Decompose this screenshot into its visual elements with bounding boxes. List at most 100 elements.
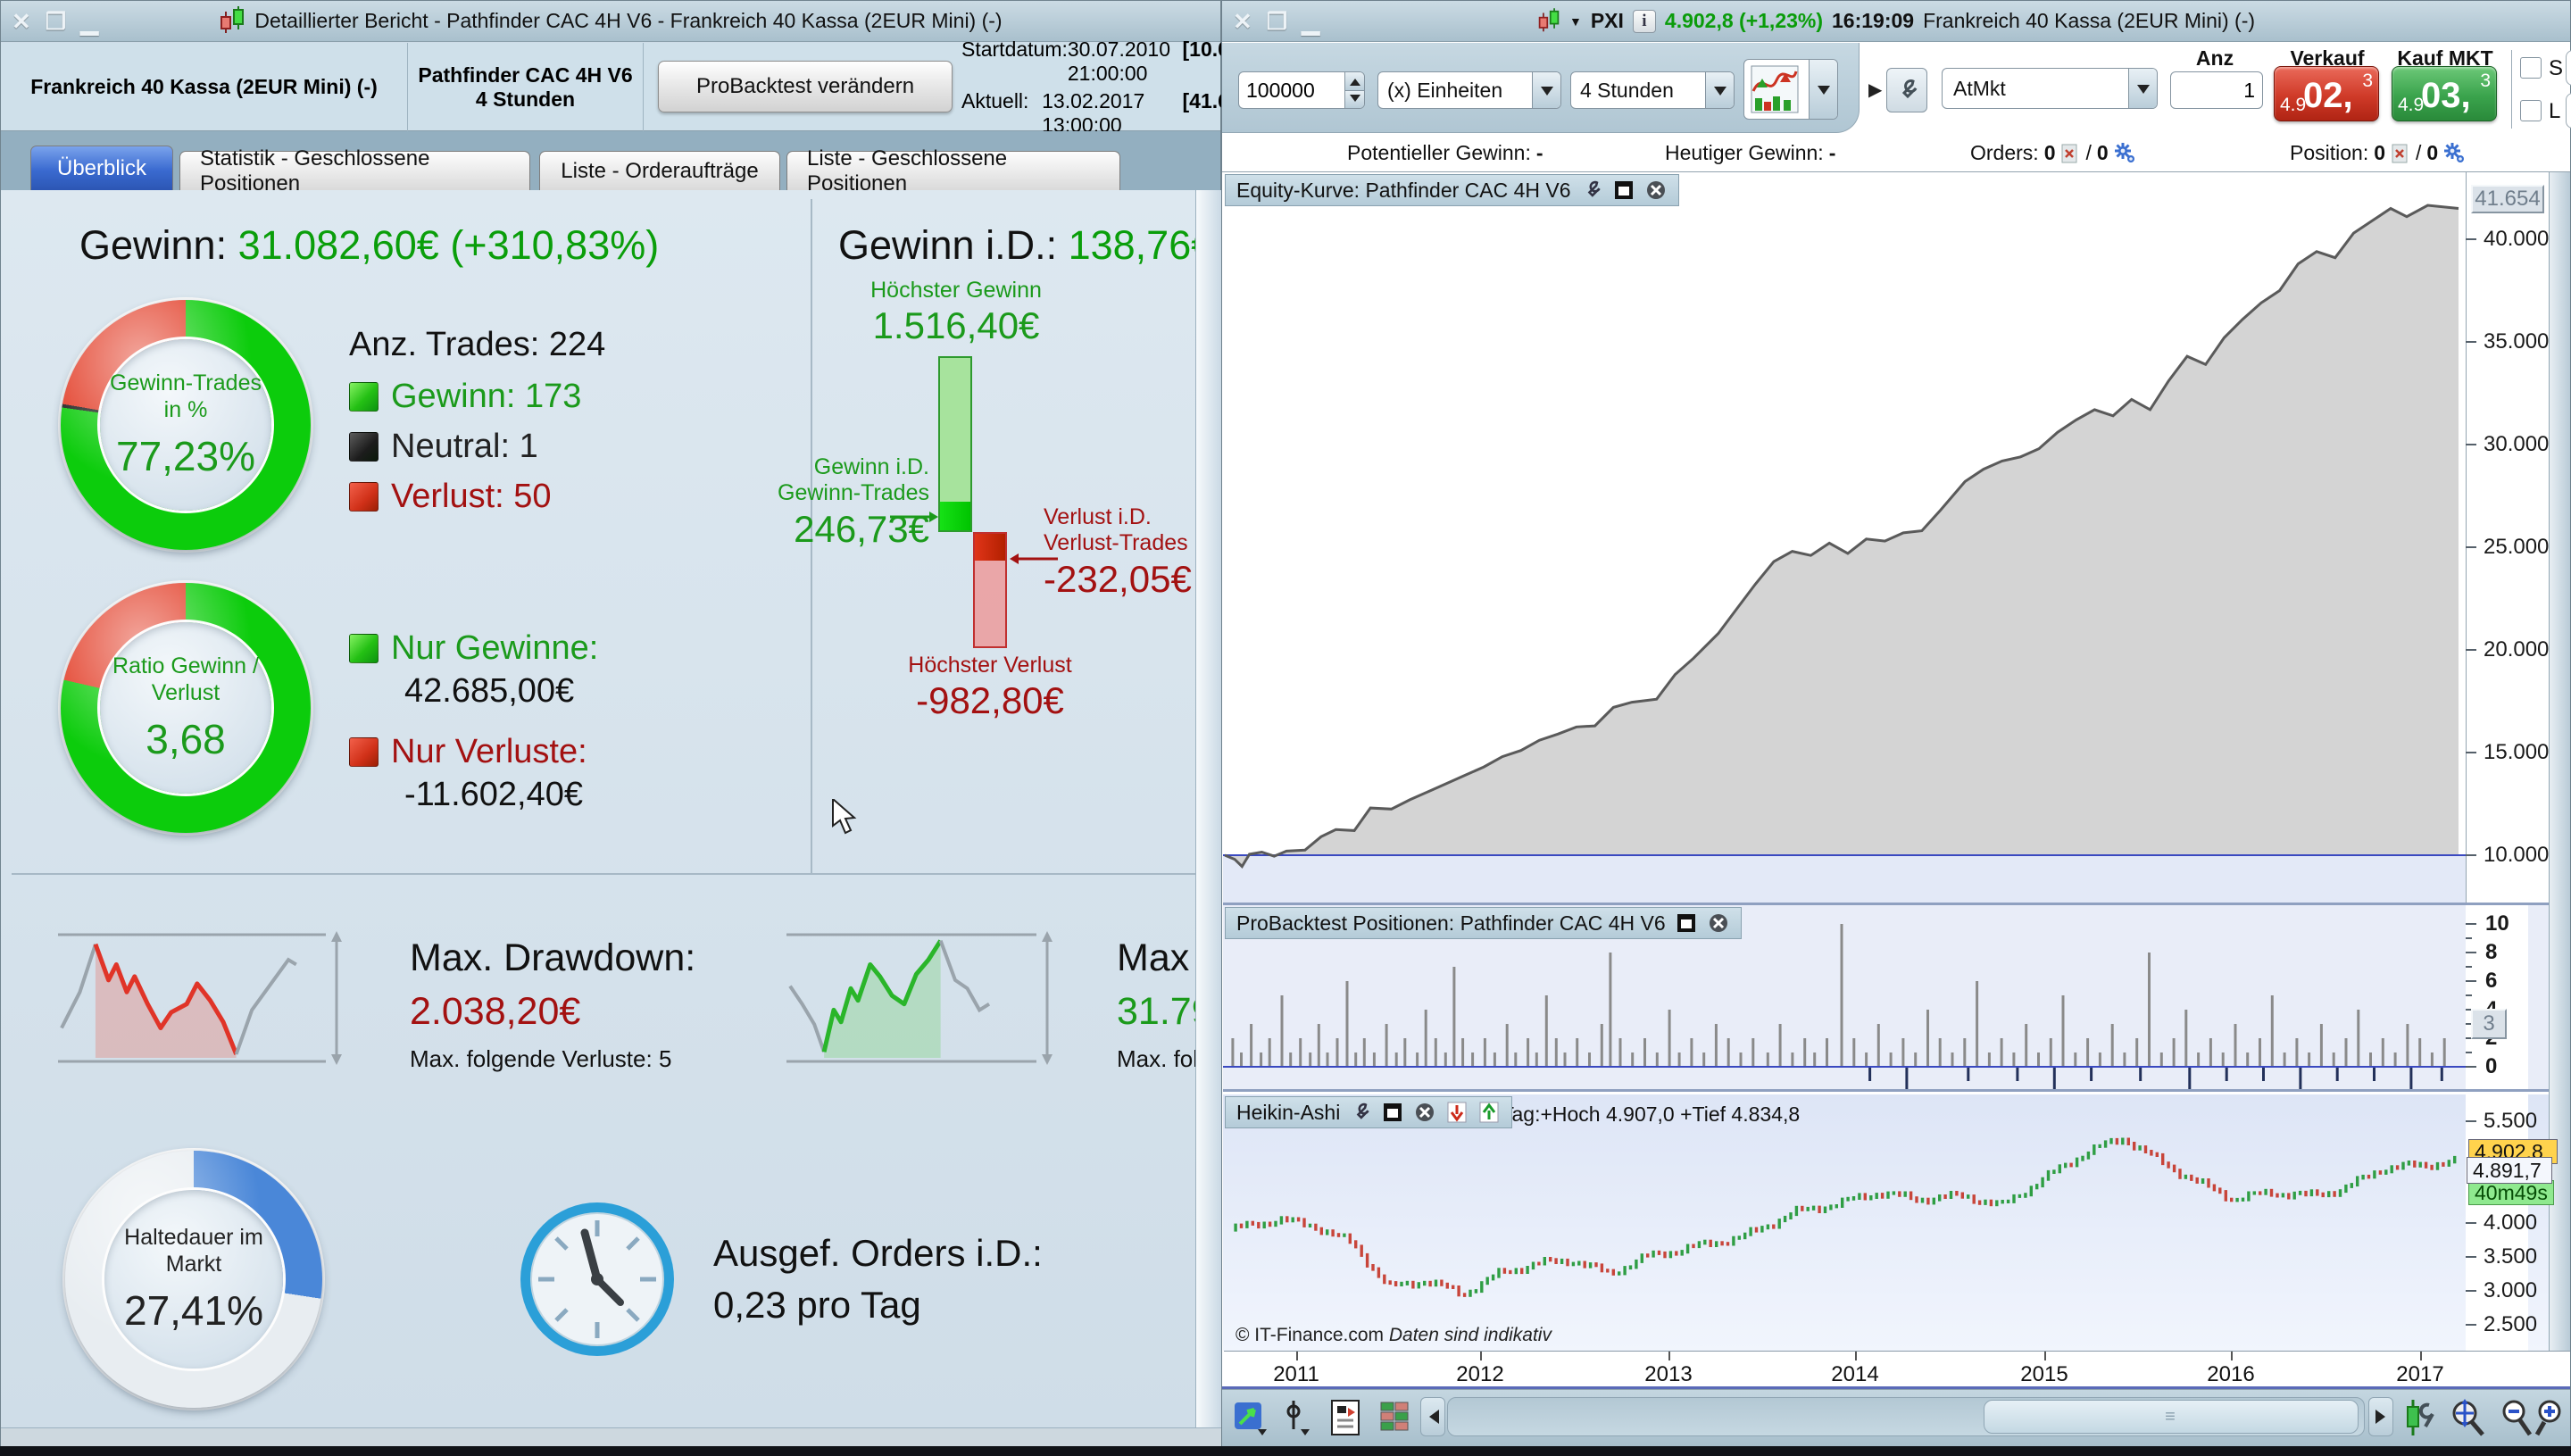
order-type-dropdown[interactable]: AtMkt bbox=[1942, 68, 2158, 109]
close-icon[interactable]: ✕ bbox=[1233, 7, 1252, 35]
buy-arrow-icon[interactable] bbox=[1477, 1101, 1501, 1124]
close-icon[interactable] bbox=[1707, 911, 1730, 935]
close-icon[interactable] bbox=[1644, 179, 1668, 202]
kauf-mkt-button[interactable]: 4.9 03, 3 bbox=[2392, 66, 2497, 121]
chevron-down-icon[interactable] bbox=[1809, 60, 1837, 119]
drawdown-sparkline bbox=[58, 931, 342, 1065]
tab-3[interactable]: Liste - Geschlossene Positionen bbox=[786, 146, 1120, 196]
nur-verluste-value: -11.602,40€ bbox=[404, 776, 584, 813]
spin-up-icon[interactable] bbox=[1345, 72, 1364, 91]
trading-titlebar[interactable]: ✕ ❒ ▁ ▼ PXI i 4.902,8 (+1,23%) 16:19:09 … bbox=[1222, 1, 2570, 42]
chevron-down-icon[interactable] bbox=[2128, 69, 2157, 108]
verkauf-mkt-button[interactable]: 4.9 02, 3 bbox=[2274, 66, 2379, 121]
tab-1[interactable]: Statistik - Geschlossene Positionen bbox=[179, 146, 530, 196]
detach-icon[interactable] bbox=[1381, 1101, 1404, 1124]
limit-value-input[interactable]: 10 bbox=[2566, 93, 2571, 129]
zoom-in-button[interactable] bbox=[2531, 1397, 2570, 1438]
report-vertical-scrollbar[interactable] bbox=[1195, 190, 1222, 1427]
detach-icon[interactable] bbox=[1612, 179, 1635, 202]
chevron-down-icon[interactable] bbox=[1705, 72, 1734, 108]
gewinn-bar bbox=[938, 356, 972, 532]
zoom-fit-button[interactable] bbox=[2447, 1397, 2486, 1438]
max-drawdown-label: Max. Drawdown: bbox=[410, 936, 696, 979]
detach-icon[interactable] bbox=[1675, 911, 1698, 935]
report-horizontal-scrollbar[interactable] bbox=[1, 1427, 1222, 1447]
sell-arrow-icon[interactable] bbox=[1445, 1101, 1469, 1124]
chart-type-button[interactable] bbox=[1743, 59, 1838, 120]
arrow-left-icon bbox=[1010, 553, 1058, 564]
order-list-icon[interactable] bbox=[2060, 143, 2080, 164]
wrench-icon[interactable] bbox=[1349, 1101, 1372, 1124]
expand-arrow-icon[interactable]: ▶ bbox=[1868, 80, 1883, 100]
scroll-left-button[interactable] bbox=[1420, 1397, 1445, 1436]
year-tick bbox=[1480, 1352, 1482, 1360]
positions-panel-tab[interactable]: ProBacktest Positionen: Pathfinder CAC 4… bbox=[1225, 907, 1742, 939]
candle-settings-button[interactable] bbox=[2400, 1397, 2440, 1438]
anz-input-wrap[interactable] bbox=[2170, 71, 2263, 109]
taskbar bbox=[0, 1446, 2571, 1456]
year-label: 2017 bbox=[2396, 1362, 2444, 1386]
info-icon[interactable]: i bbox=[1632, 9, 1656, 33]
max-folgende-verluste: Max. folgende Verluste: 5 bbox=[410, 1045, 672, 1072]
chart-scrollbar-thumb[interactable]: ≡ bbox=[1984, 1400, 2359, 1434]
limit-checkbox[interactable] bbox=[2520, 100, 2542, 121]
gears-icon[interactable] bbox=[2443, 142, 2467, 165]
draw-tool-button[interactable] bbox=[1231, 1397, 1270, 1438]
tab-ueberblick[interactable]: Überblick bbox=[30, 146, 173, 190]
stop-value-input[interactable]: 10 bbox=[2566, 50, 2571, 86]
ha-panel-tab[interactable]: Heikin-Ashi bbox=[1225, 1096, 1513, 1128]
spin-down-icon[interactable] bbox=[1345, 90, 1364, 108]
probacktest-veraendern-button[interactable]: ProBacktest verändern bbox=[658, 61, 953, 112]
limit-label: L bbox=[2549, 99, 2561, 123]
backtest-dates: Startdatum: 30.07.2010 21:00:00 [10.000 … bbox=[961, 37, 1252, 137]
quantity-stepper[interactable] bbox=[1238, 71, 1365, 109]
candles-icon bbox=[1538, 7, 1560, 31]
units-dropdown[interactable]: (x) Einheiten bbox=[1377, 71, 1561, 109]
chevron-down-icon[interactable] bbox=[1532, 72, 1560, 108]
equity-panel-tab[interactable]: Equity-Kurve: Pathfinder CAC 4H V6 bbox=[1225, 174, 1679, 206]
order-settings-button[interactable] bbox=[1886, 68, 1927, 112]
blocks-tool-button[interactable] bbox=[1376, 1397, 1415, 1438]
quantity-input[interactable] bbox=[1239, 78, 1345, 103]
wrench-icon[interactable] bbox=[1580, 179, 1603, 202]
scroll-right-button[interactable] bbox=[2368, 1397, 2393, 1436]
positions-panel: ProBacktest Positionen: Pathfinder CAC 4… bbox=[1223, 905, 2550, 1092]
anz-header: Anz bbox=[2195, 46, 2234, 70]
ha-mid-price-box: 4.891,7 bbox=[2467, 1157, 2552, 1184]
year-tick bbox=[2044, 1352, 2046, 1360]
mouse-cursor bbox=[832, 799, 857, 835]
year-tick bbox=[2420, 1352, 2422, 1360]
axis-label: 10.000 bbox=[2484, 843, 2550, 867]
minimize-icon[interactable]: ▁ bbox=[1302, 7, 1320, 35]
maximize-icon[interactable]: ❒ bbox=[1266, 7, 1288, 35]
chevron-down-icon[interactable]: ▼ bbox=[1568, 13, 1582, 29]
green-square-icon bbox=[349, 382, 379, 412]
stop-checkbox[interactable] bbox=[2520, 57, 2542, 79]
time-axis: 2011 2012 2013 2014 2015 2016 2017 bbox=[1224, 1351, 2570, 1386]
report-overview: Gewinn: 31.082,60€ (+310,83%) Gewinn i.D… bbox=[1, 190, 1222, 1427]
close-icon[interactable]: ✕ bbox=[12, 7, 31, 35]
tab-2[interactable]: Liste - Orderaufträge bbox=[539, 151, 780, 190]
close-icon[interactable] bbox=[1413, 1101, 1436, 1124]
cursor-tool-button[interactable] bbox=[1279, 1397, 1319, 1438]
axis-label: 30.000 bbox=[2484, 432, 2550, 456]
zoom-out-button[interactable] bbox=[2497, 1397, 2536, 1438]
minimize-icon[interactable]: ▁ bbox=[80, 7, 99, 35]
instrument-name: Frankreich 40 Kassa (2EUR Mini) (-) bbox=[1923, 9, 2256, 32]
position-list-icon[interactable] bbox=[2391, 143, 2410, 164]
maximize-icon[interactable]: ❒ bbox=[45, 7, 67, 35]
max-drawdown-value: 2.038,20€ bbox=[410, 990, 581, 1033]
gewinn-headline: Gewinn: 31.082,60€ (+310,83%) bbox=[79, 222, 660, 268]
report-titlebar[interactable]: ✕ ❒ ▁ Detaillierter Bericht - Pathfinder… bbox=[1, 1, 1220, 42]
timeframe-dropdown[interactable]: 4 Stunden bbox=[1570, 71, 1735, 109]
anz-input[interactable] bbox=[2171, 78, 2262, 103]
axis-label: 20.000 bbox=[2484, 637, 2550, 661]
chart-scrollbar[interactable]: ≡ bbox=[1447, 1397, 2365, 1436]
gears-icon[interactable] bbox=[2114, 142, 2137, 165]
positions-current-box: 3 bbox=[2471, 1009, 2507, 1039]
gewinn-id-headline: Gewinn i.D.: 138,76€ / Trade bbox=[838, 222, 1197, 268]
pattern-tool-button[interactable] bbox=[1327, 1397, 1367, 1438]
year-label: 2011 bbox=[1273, 1362, 1319, 1386]
axis-tick bbox=[2466, 238, 2476, 240]
verlust-id-trades-label: Verlust i.D. Verlust-Trades bbox=[1044, 504, 1188, 555]
